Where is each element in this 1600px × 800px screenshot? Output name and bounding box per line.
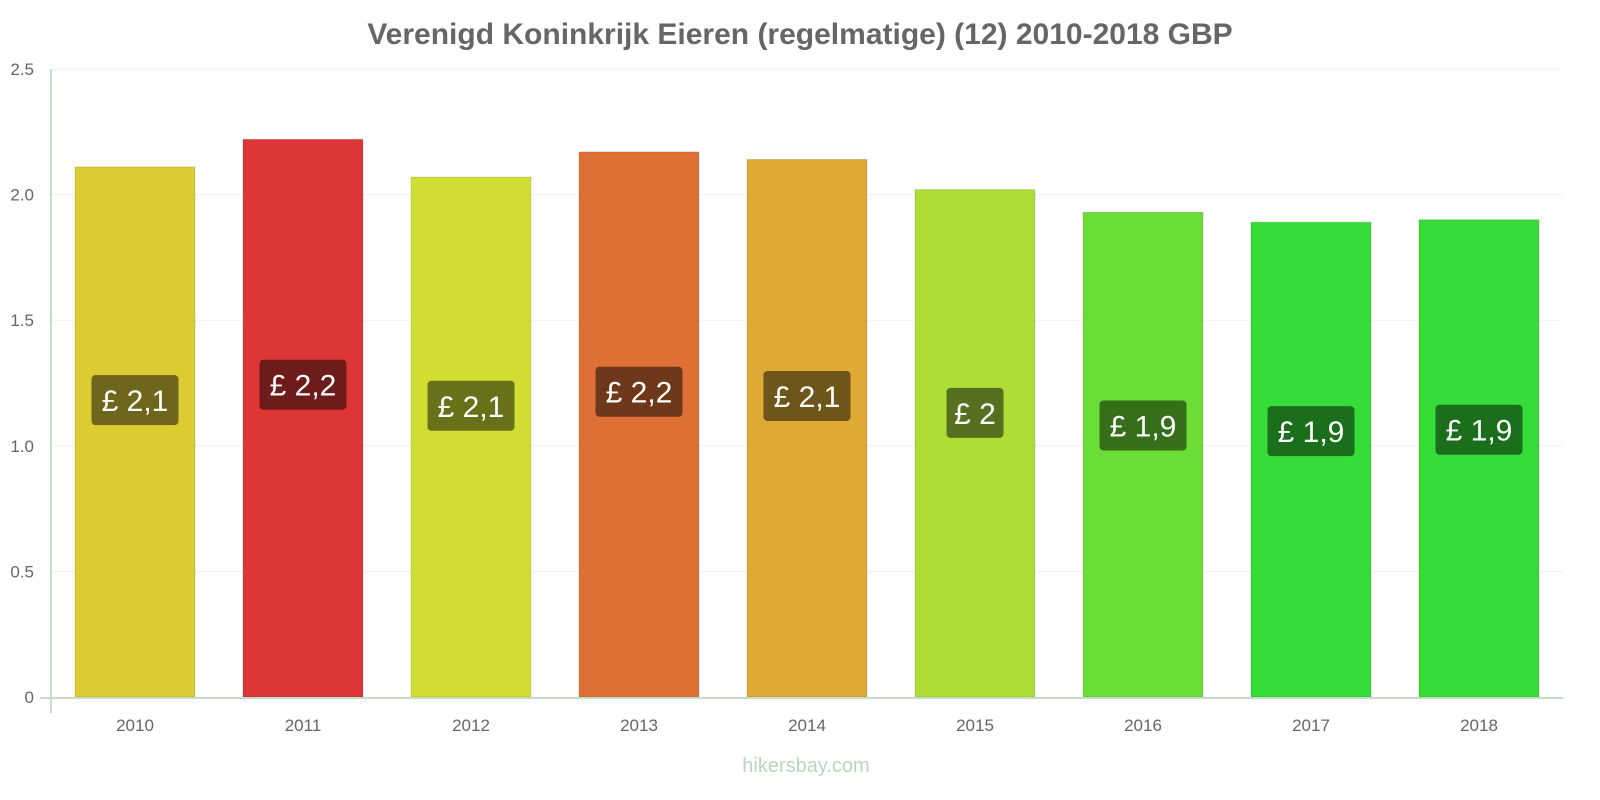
- y-tick-label: 0.5: [10, 562, 34, 581]
- bar-2017: [1250, 221, 1372, 698]
- bar-2010: [74, 166, 196, 698]
- x-tick-label: 2012: [452, 716, 490, 735]
- chart-title: Verenigd Koninkrijk Eieren (regelmatige)…: [367, 18, 1232, 51]
- y-tick-label: 0: [25, 688, 34, 707]
- data-label-bg: [427, 380, 515, 431]
- data-label: £ 1,9: [1446, 415, 1513, 448]
- x-tick-label: 2015: [956, 716, 994, 735]
- data-label-bg: [595, 366, 683, 417]
- data-label-bg: [946, 387, 1004, 438]
- x-tick-label: 2017: [1292, 716, 1330, 735]
- bar-2013: [578, 151, 700, 698]
- y-tick-label: 2.0: [10, 186, 34, 205]
- bar-2016: [1082, 211, 1204, 698]
- data-label-bg: [1435, 404, 1523, 455]
- x-tick-label: 2014: [788, 716, 826, 735]
- data-label-bg: [763, 370, 851, 421]
- data-label: £ 1,9: [1278, 416, 1345, 449]
- data-label: £ 2,1: [102, 385, 169, 418]
- x-tick-label: 2016: [1124, 716, 1162, 735]
- x-tick-label: 2013: [620, 716, 658, 735]
- x-tick-label: 2010: [116, 716, 154, 735]
- data-label: £ 2,1: [438, 391, 505, 424]
- data-label-bg: [91, 375, 179, 426]
- data-label: £ 2,2: [606, 377, 673, 410]
- y-tick-label: 1.0: [10, 437, 34, 456]
- y-tick-label: 1.5: [10, 311, 34, 330]
- bar-2012: [410, 176, 532, 698]
- x-tick-label: 2018: [1460, 716, 1498, 735]
- data-label-bg: [1267, 406, 1355, 457]
- bar-2011: [242, 138, 364, 698]
- data-label: £ 1,9: [1110, 411, 1177, 444]
- data-label-bg: [1099, 400, 1187, 451]
- data-label: £ 2,1: [774, 381, 841, 414]
- bar-2015: [914, 189, 1036, 698]
- data-label-bg: [259, 359, 347, 410]
- data-label: £ 2,2: [270, 370, 337, 403]
- watermark: hikersbay.com: [742, 755, 869, 777]
- y-tick-label: 2.5: [10, 60, 34, 79]
- data-label: £ 2: [954, 398, 996, 431]
- x-tick-label: 2011: [285, 716, 322, 735]
- bar-2018: [1418, 219, 1540, 698]
- bar-2014: [746, 158, 868, 698]
